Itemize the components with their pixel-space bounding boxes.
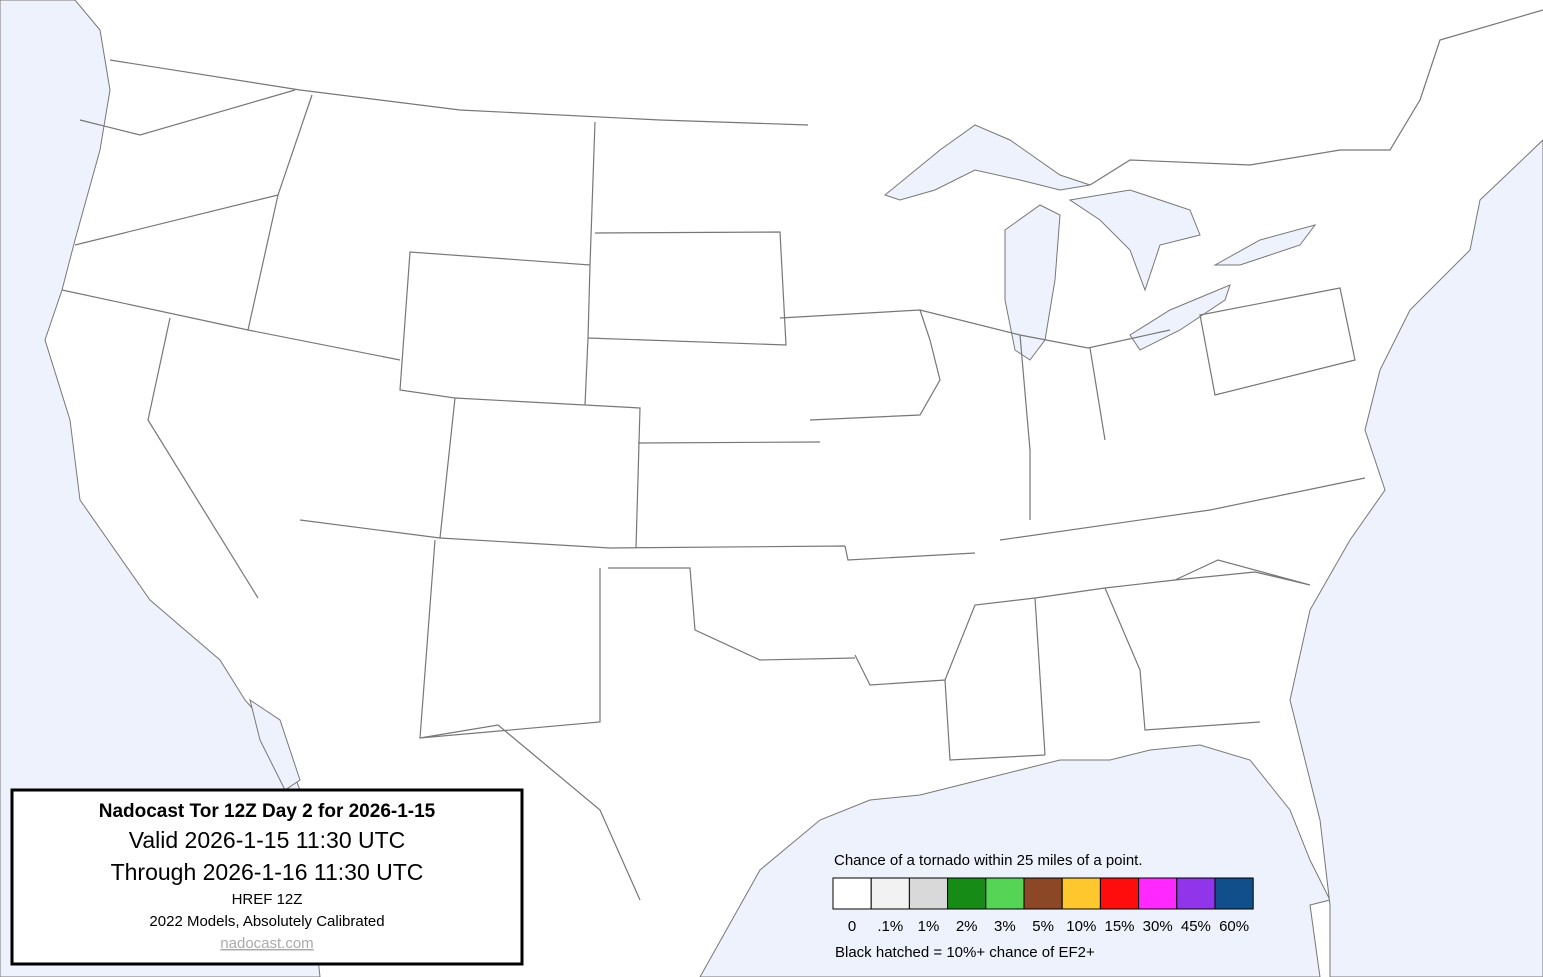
through: Through 2026-1-16 11:30 UTC [111, 859, 424, 885]
legend-swatch [870, 877, 910, 910]
legend-label: 30% [1143, 918, 1173, 935]
legend-label: .1% [877, 918, 903, 935]
legend-label: 60% [1219, 918, 1249, 935]
link[interactable]: nadocast.com [220, 935, 313, 952]
legend: Chance of a tornado within 25 miles of a… [832, 852, 1254, 961]
title: Nadocast Tor 12Z Day 2 for 2026-1-15 [99, 801, 436, 822]
legend-label: 10% [1066, 918, 1096, 935]
legend-label: 1% [918, 918, 940, 935]
legend-swatch [947, 877, 987, 910]
legend-label: 45% [1181, 918, 1211, 935]
legend-swatch [1138, 877, 1178, 910]
title-box: Nadocast Tor 12Z Day 2 for 2026-1-15 Val… [10, 788, 524, 966]
legend-swatch [908, 877, 949, 910]
borders [61, 9, 1543, 901]
title-box-frame [10, 788, 524, 966]
legend-label: 15% [1104, 918, 1134, 935]
legend-label: 3% [994, 918, 1016, 935]
legend-swatch [985, 877, 1025, 910]
legend-swatch [1176, 877, 1216, 910]
legend-label: 5% [1032, 918, 1054, 935]
legend-swatch [832, 877, 872, 910]
legend-swatch [1099, 877, 1140, 910]
calibration: 2022 Models, Absolutely Calibrated [149, 913, 384, 930]
legend-swatch [1214, 877, 1254, 910]
legend-note: Black hatched = 10%+ chance of EF2+ [835, 944, 1095, 961]
legend-title: Chance of a tornado within 25 miles of a… [834, 852, 1143, 869]
model: HREF 12Z [232, 891, 303, 908]
legend-label: 0 [848, 918, 856, 935]
legend-label: 2% [956, 918, 978, 935]
valid: Valid 2026-1-15 11:30 UTC [129, 827, 406, 853]
legend-swatch [1061, 877, 1101, 910]
legend-swatch [1023, 877, 1063, 910]
